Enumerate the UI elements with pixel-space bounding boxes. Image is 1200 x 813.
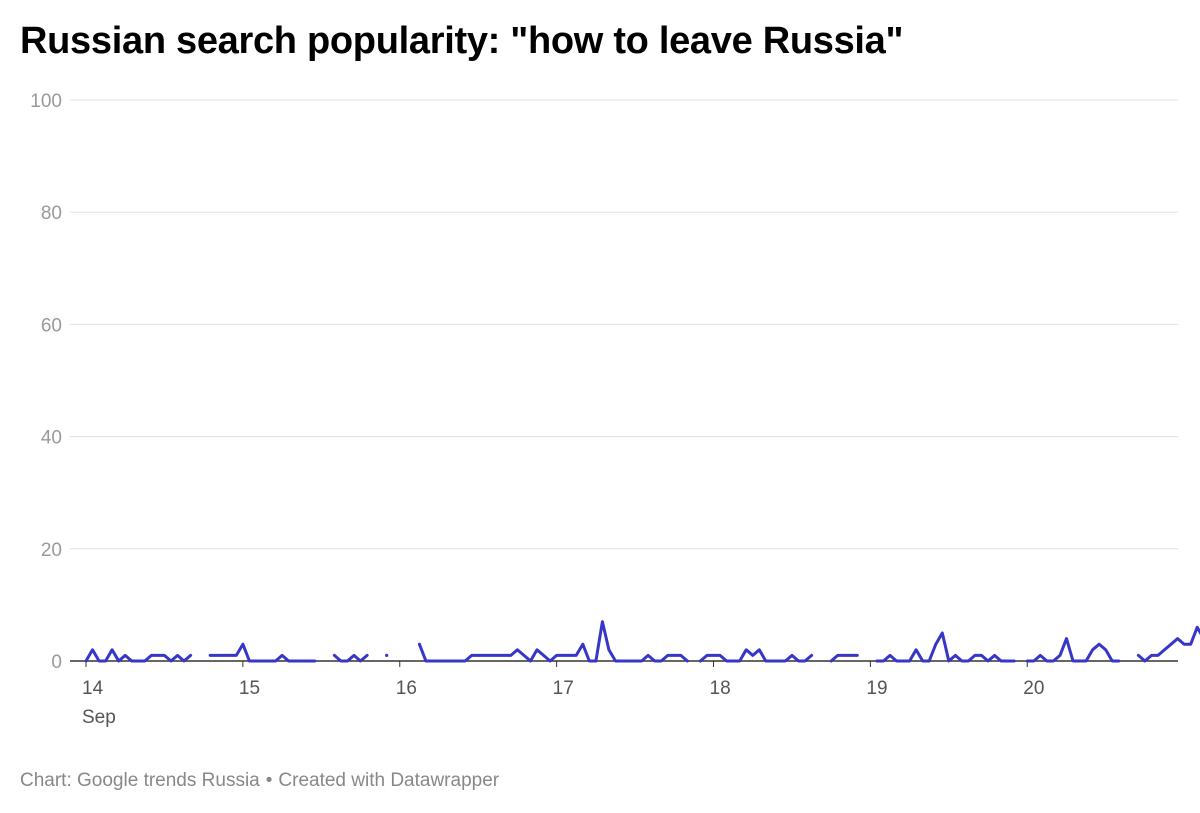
series-line	[1136, 625, 1200, 663]
series-line	[875, 631, 1016, 663]
series-line	[1025, 637, 1121, 663]
data-series	[84, 620, 1200, 663]
x-tick-label: 14	[82, 678, 104, 699]
series-point	[385, 653, 389, 657]
y-tick-label: 0	[51, 652, 62, 673]
series-line	[417, 620, 689, 663]
series-line	[84, 648, 193, 663]
x-axis-labels: 14 Sep 15 16 17 18 19 20	[82, 661, 1044, 728]
series-line	[698, 648, 814, 663]
x-tick-label: 20	[1023, 678, 1044, 699]
x-tick-label: 18	[710, 678, 731, 699]
line-chart: 0 20 40 60 80 100 14 Sep 15 16 17 18 19 20	[30, 91, 1200, 728]
y-tick-label: 40	[41, 428, 62, 449]
series-line	[829, 653, 859, 663]
chart-title: Russian search popularity: "how to leave…	[20, 20, 904, 62]
x-tick-label: 19	[866, 678, 887, 699]
y-tick-label: 60	[41, 315, 62, 336]
gridlines	[70, 99, 1178, 662]
source-note: Chart: Google trends Russia	[20, 770, 260, 791]
x-tick-label: 16	[396, 678, 417, 699]
series-line	[208, 642, 317, 663]
y-tick-label: 80	[41, 203, 62, 224]
chart-footer: Chart: Google trends Russia • Created with…	[20, 770, 499, 792]
series-line	[332, 653, 369, 663]
x-tick-label: 15	[239, 678, 260, 699]
y-tick-label: 20	[41, 540, 62, 561]
y-axis-labels: 0 20 40 60 80 100	[30, 91, 62, 673]
footer-separator: •	[265, 770, 273, 791]
credit-note: Created with Datawrapper	[278, 770, 500, 791]
x-tick-sublabel: Sep	[82, 707, 116, 728]
x-tick-label: 17	[553, 678, 574, 699]
y-tick-label: 100	[30, 91, 62, 112]
